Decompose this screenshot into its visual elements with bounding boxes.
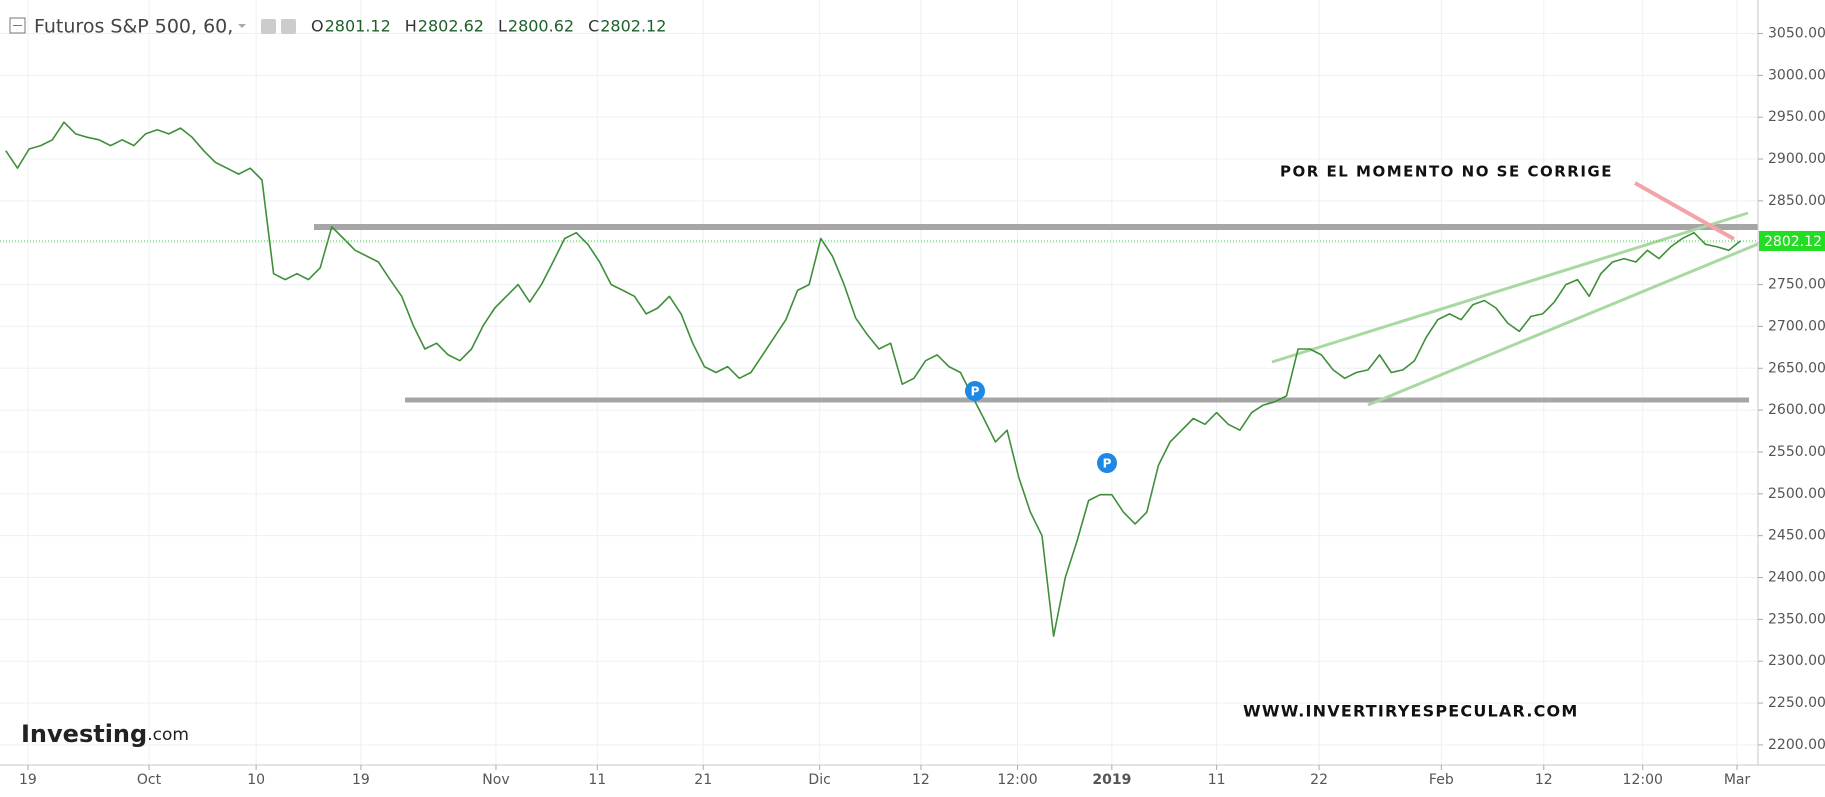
y-tick-label: 3000.00 — [1768, 67, 1825, 83]
x-tick-label: 21 — [694, 772, 712, 788]
ohlc-key: H — [405, 17, 417, 36]
pivot-marker[interactable] — [1097, 453, 1117, 473]
x-tick-label: 12:00 — [997, 772, 1037, 788]
y-tick-label: 2850.00 — [1768, 193, 1825, 209]
y-tick-label: 2300.00 — [1768, 653, 1825, 669]
last-price-label: 2802.12 — [1764, 234, 1822, 250]
ohlc-key: L — [498, 17, 507, 36]
watermark: WWW.INVERTIRYESPECULAR.COM — [1243, 702, 1578, 721]
x-tick-label: Feb — [1429, 772, 1454, 788]
x-tick-label: Oct — [137, 772, 162, 788]
collapse-icon[interactable] — [9, 17, 26, 34]
last-price-tag — [1759, 230, 1825, 251]
x-tick-label: 12 — [912, 772, 930, 788]
y-tick-label: 2900.00 — [1768, 151, 1825, 167]
channel-lower — [1367, 242, 1759, 407]
grid — [0, 0, 1758, 765]
y-tick-label: 2650.00 — [1768, 360, 1825, 376]
y-tick-label: 2450.00 — [1768, 528, 1825, 544]
x-tick-label: 11 — [588, 772, 606, 788]
series — [0, 121, 1758, 637]
y-tick-label: 2550.00 — [1768, 444, 1825, 460]
x-tick-label: 19 — [19, 772, 37, 788]
y-tick-label: 2750.00 — [1768, 277, 1825, 293]
y-tick-label: 2350.00 — [1768, 611, 1825, 627]
y-tick-label: 2400.00 — [1768, 570, 1825, 586]
x-tick-label: 10 — [247, 772, 265, 788]
eye-icon[interactable] — [261, 19, 276, 34]
x-tick-label: Nov — [482, 772, 509, 788]
settings-icon[interactable] — [281, 19, 296, 34]
x-tick-label: 12:00 — [1623, 772, 1663, 788]
x-tick-label: Mar — [1724, 772, 1751, 788]
pivot-marker[interactable] — [965, 381, 985, 401]
ohlc-legend: O 2801.12 H 2802.62 L 2800.62 C 2802.12 — [311, 17, 666, 36]
y-tick-label: 2250.00 — [1768, 695, 1825, 711]
x-tick-label: 11 — [1208, 772, 1226, 788]
ohlc-value: 2801.12 — [325, 17, 391, 36]
ohlc-key: O — [311, 17, 324, 36]
y-tick-label: 2200.00 — [1768, 737, 1825, 753]
pivot-label: P — [971, 385, 980, 399]
pivot-label: P — [1103, 457, 1112, 471]
x-tick-label: 19 — [352, 772, 370, 788]
y-tick-label: 2700.00 — [1768, 318, 1825, 334]
trend-line — [1634, 181, 1735, 241]
x-tick-label: 2019 — [1092, 772, 1131, 788]
y-tick-label: 3050.00 — [1768, 25, 1825, 41]
y-tick-label: 2950.00 — [1768, 109, 1825, 125]
logo: Investing.com — [21, 720, 189, 748]
annotation: POR EL MOMENTO NO SE CORRIGE — [1280, 163, 1613, 181]
y-tick-label: 2500.00 — [1768, 486, 1825, 502]
dropdown-icon[interactable] — [238, 24, 246, 28]
logo-suffix: .com — [147, 725, 189, 745]
ohlc-value: 2802.12 — [600, 17, 666, 36]
ohlc-value: 2802.62 — [418, 17, 484, 36]
x-tick-label: 22 — [1310, 772, 1328, 788]
x-tick-label: Dic — [808, 772, 830, 788]
ohlc-key: C — [588, 17, 599, 36]
y-tick-label: 2600.00 — [1768, 402, 1825, 418]
logo-main: Investing — [21, 720, 147, 748]
price-line — [5, 121, 1742, 637]
ohlc-value: 2800.62 — [508, 17, 574, 36]
x-tick-label: 12 — [1535, 772, 1553, 788]
channel-upper — [1271, 211, 1749, 364]
symbol-title: Futuros S&P 500, 60, — [34, 16, 233, 38]
